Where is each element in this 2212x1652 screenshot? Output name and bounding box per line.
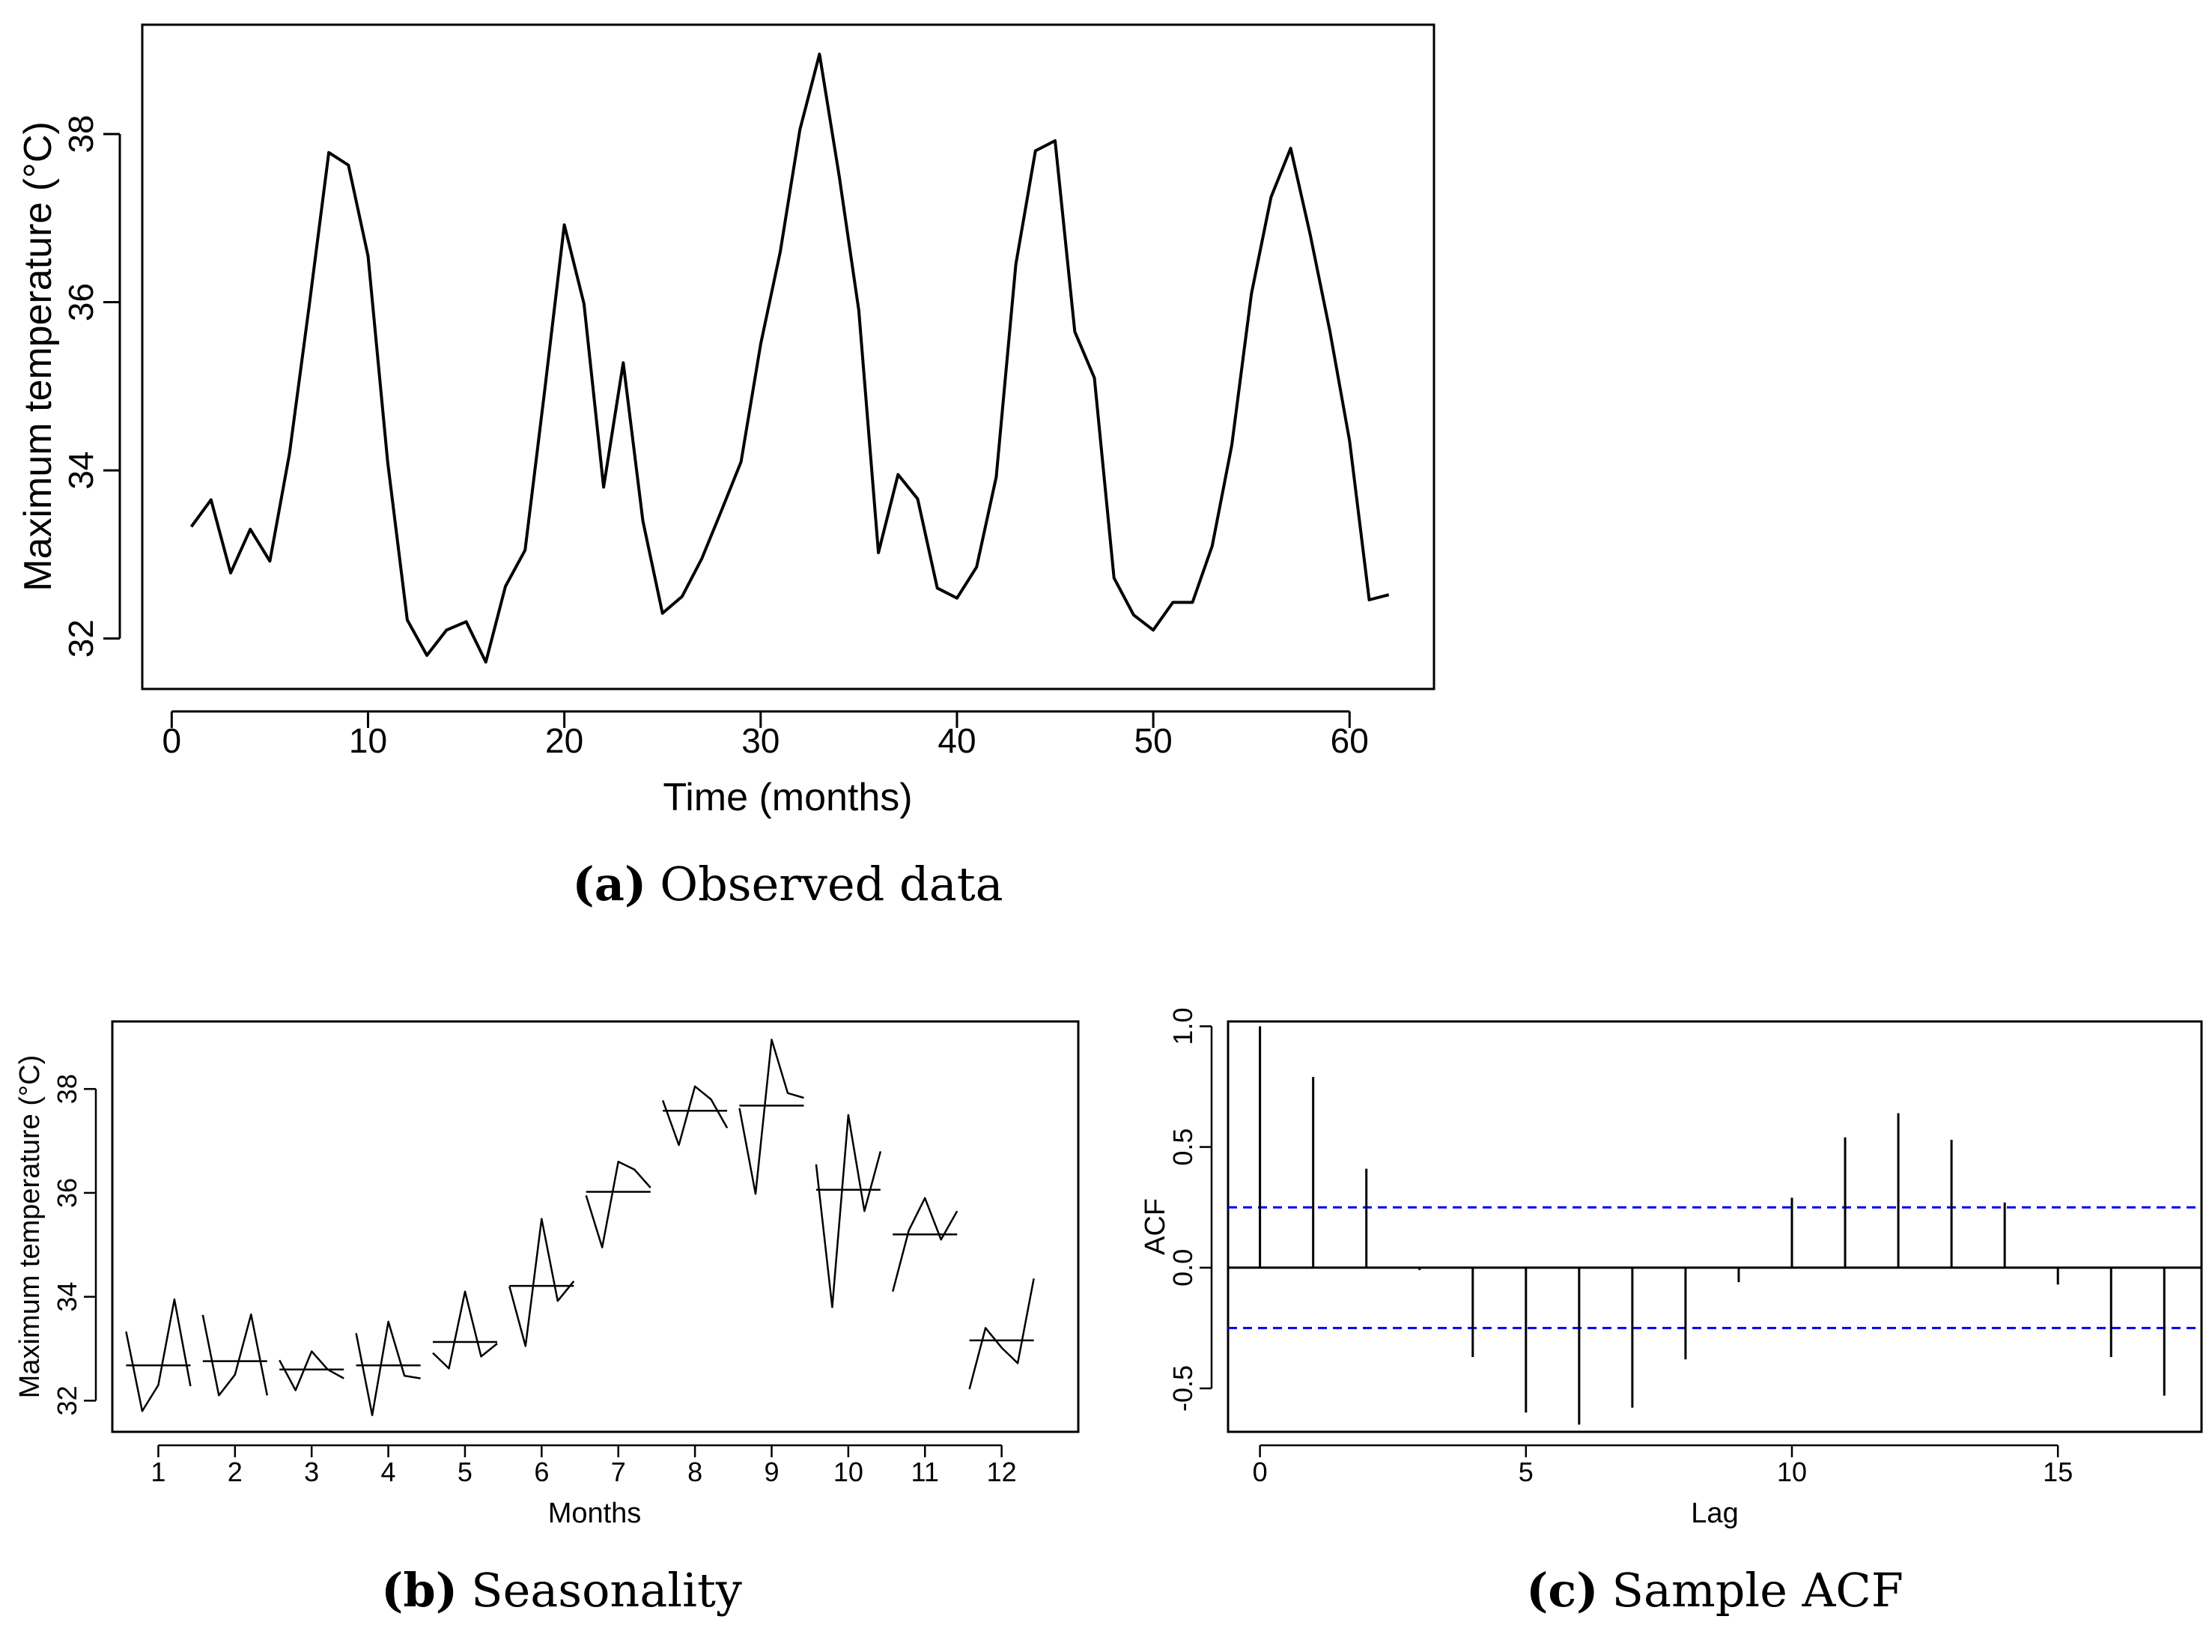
panel-b-month-series-line — [891, 1197, 958, 1293]
panel-a-x-tick-label: 10 — [349, 721, 387, 760]
panel-b-month-series-line — [508, 1218, 575, 1347]
panel-b-x-tick-label: 11 — [911, 1457, 939, 1487]
panel-b-x-tick-label: 1 — [151, 1457, 165, 1487]
panel-c-y-tick-label: 0.5 — [1167, 1129, 1198, 1166]
panel-b-caption-label: (b) — [381, 1563, 458, 1618]
panel-c-y-axis: -0.5 0.0 0.5 1.0 — [1167, 1007, 1213, 1412]
panel-a-plot-frame — [141, 23, 1435, 690]
panel-c-plot-frame — [1227, 1020, 2203, 1433]
panel-c-caption-label: (c) — [1526, 1563, 1598, 1618]
panel-a-y-tick-label: 36 — [61, 283, 100, 321]
panel-a-x-axis-label: Time (months) — [663, 776, 912, 819]
panel-c-y-tick-label: 1.0 — [1167, 1007, 1198, 1045]
panel-c-x-tick-label: 15 — [2043, 1457, 2073, 1487]
panel-b-caption: (b) Seasonality — [381, 1563, 742, 1618]
panel-b-x-tick-label: 2 — [228, 1457, 243, 1487]
panel-c-acf-bars — [1259, 1026, 2166, 1425]
panel-a-y-tick-label: 38 — [61, 115, 100, 153]
panel-c-y-tick-label: -0.5 — [1167, 1365, 1198, 1412]
panel-b-month-series-line — [661, 1085, 729, 1147]
panel-a-x-tick-label: 20 — [545, 721, 583, 760]
panel-b-x-tick-label: 9 — [764, 1457, 779, 1487]
panel-c-x-tick-label: 10 — [1777, 1457, 1807, 1487]
panel-a-x-tick-label: 60 — [1331, 721, 1369, 760]
panel-c-x-tick-label: 5 — [1519, 1457, 1534, 1487]
panel-b-x-axis: 1 2 3 4 5 6 7 8 9 10 11 12 — [151, 1444, 1017, 1487]
panel-b-plot-frame — [111, 1020, 1080, 1433]
panel-a-y-axis: 32 34 36 38 — [61, 115, 121, 658]
panel-b-y-tick-label: 32 — [52, 1385, 82, 1415]
panel-b-month-series-line — [968, 1278, 1035, 1390]
panel-b-x-tick-label: 12 — [987, 1457, 1017, 1487]
panel-a-x-tick-label: 0 — [162, 721, 182, 760]
panel-a-y-tick-label: 32 — [61, 619, 100, 658]
panel-b-month-series-line — [585, 1161, 651, 1248]
panel-b-x-tick-label: 6 — [534, 1457, 549, 1487]
panel-b-month-series-line — [432, 1290, 498, 1370]
panel-b-month-series-line — [279, 1350, 344, 1391]
panel-b-month-series-line — [738, 1039, 804, 1195]
panel-b-x-tick-label: 10 — [833, 1457, 863, 1487]
panel-a-temperature-line — [189, 52, 1390, 664]
panel-a-x-tick-label: 40 — [938, 721, 976, 760]
panel-b-y-tick-label: 36 — [52, 1178, 82, 1208]
panel-b-y-axis-label: Maximum temperature (°C) — [14, 1055, 46, 1399]
panel-b-x-tick-label: 5 — [458, 1457, 473, 1487]
panel-b-x-tick-label: 3 — [304, 1457, 319, 1487]
panel-a-x-tick-label: 50 — [1134, 721, 1173, 760]
panel-c-y-tick-label: 0.0 — [1167, 1249, 1198, 1287]
panel-b-y-tick-label: 38 — [52, 1074, 82, 1104]
panel-b-caption-text: Seasonality — [471, 1563, 742, 1618]
panel-a-caption-text: Observed data — [660, 857, 1003, 911]
panel-a-y-axis-label: Maximum temperature (°C) — [16, 121, 60, 592]
panel-c-x-axis: 0 5 10 15 — [1253, 1444, 2073, 1487]
panel-c-x-tick-label: 0 — [1253, 1457, 1268, 1487]
panel-a-x-axis: 0 10 20 30 40 50 60 — [162, 710, 1369, 760]
panel-b-x-tick-label: 7 — [611, 1457, 626, 1487]
panel-b-x-axis-label: Months — [548, 1498, 642, 1529]
panel-a-caption: (a) Observed data — [572, 857, 1003, 911]
panel-a-x-tick-label: 30 — [741, 721, 780, 760]
panel-c-caption-text: Sample ACF — [1612, 1563, 1903, 1618]
panel-b-y-axis: 32 34 36 38 — [52, 1074, 97, 1415]
panel-b-month-series-line — [125, 1298, 192, 1412]
panel-c-y-axis-label: ACF — [1140, 1198, 1171, 1255]
panel-b-month-series-line — [815, 1114, 882, 1308]
panel-b-y-tick-label: 34 — [52, 1282, 82, 1312]
panel-b-month-series-line — [355, 1320, 421, 1417]
panel-b-x-tick-label: 8 — [687, 1457, 702, 1487]
panel-b-month-series-line — [201, 1313, 269, 1397]
panel-a-y-tick-label: 34 — [61, 451, 100, 489]
panel-a-observed-data: 0 10 20 30 40 50 60 32 34 36 38 Time (months) Max… — [16, 23, 1435, 911]
panel-c-sample-acf: 0 5 10 15 -0.5 0.0 0.5 1.0 Lag ACF (c) Sample A… — [1140, 1007, 2203, 1618]
panel-c-caption: (c) Sample ACF — [1526, 1563, 1903, 1618]
panel-b-monthly-series — [125, 1039, 1035, 1417]
panel-a-caption-label: (a) — [572, 857, 646, 911]
panel-b-x-tick-label: 4 — [381, 1457, 396, 1487]
panel-c-x-axis-label: Lag — [1691, 1498, 1738, 1529]
